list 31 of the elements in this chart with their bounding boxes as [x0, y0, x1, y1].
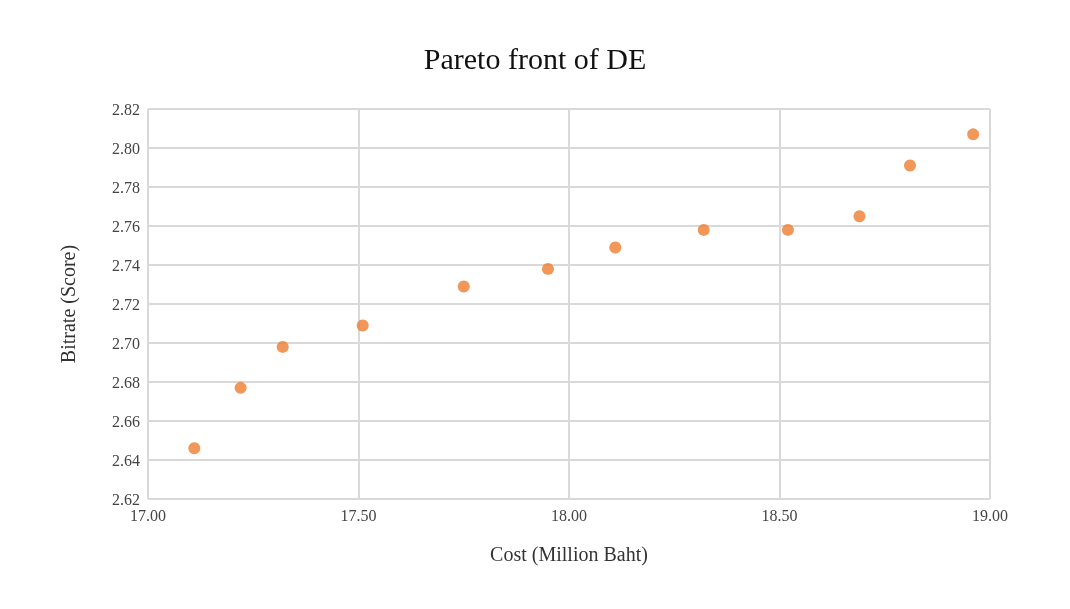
- x-tick-label: 17.50: [340, 506, 377, 524]
- y-axis-title: Bitrate (Score): [57, 244, 80, 364]
- point: [276, 340, 289, 353]
- y-tick-label: 2.80: [112, 139, 140, 157]
- point: [457, 280, 470, 293]
- point: [356, 319, 369, 332]
- point: [967, 128, 980, 141]
- y-tick-label: 2.70: [112, 334, 140, 352]
- x-tick-label: 18.50: [761, 506, 798, 524]
- y-tick-label: 2.64: [112, 451, 140, 469]
- chart-title: Pareto front of DE: [423, 41, 647, 75]
- x-tick-label: 17.00: [130, 506, 166, 524]
- point: [234, 381, 247, 394]
- y-tick-label: 2.66: [112, 412, 140, 430]
- y-tick-label: 2.72: [112, 295, 140, 313]
- y-tick-label: 2.78: [112, 178, 140, 196]
- x-tick-label: 19.00: [972, 506, 1008, 524]
- x-tick-label: 18.00: [551, 506, 587, 524]
- x-axis-title: Cost (Million Baht): [490, 543, 648, 566]
- y-tick-label: 2.82: [112, 100, 140, 118]
- y-tick-label: 2.74: [112, 256, 140, 274]
- point: [904, 159, 917, 172]
- point: [541, 262, 554, 275]
- point: [853, 210, 866, 223]
- point: [697, 223, 710, 236]
- point: [609, 241, 622, 254]
- point: [188, 442, 201, 455]
- point: [781, 223, 794, 236]
- y-tick-label: 2.62: [112, 490, 140, 508]
- y-tick-label: 2.76: [112, 217, 140, 235]
- y-tick-label: 2.68: [112, 373, 140, 391]
